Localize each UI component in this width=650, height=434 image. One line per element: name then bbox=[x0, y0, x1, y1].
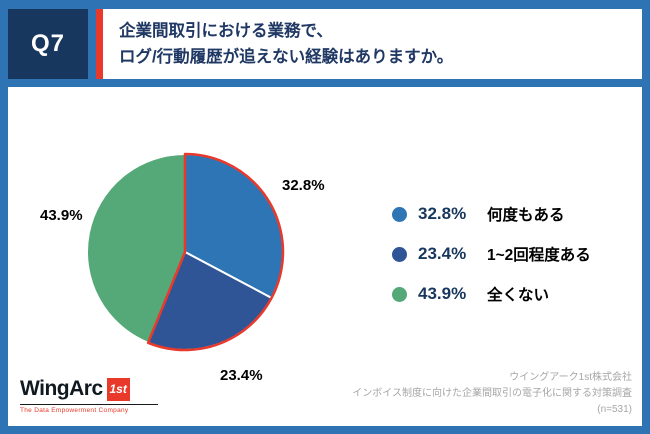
legend-label: 1~2回程度ある bbox=[487, 247, 591, 264]
legend-pct: 43.9% bbox=[418, 284, 467, 303]
question-line-2: ログ/行動履歴が追えない経験はありますか。 bbox=[119, 48, 454, 66]
legend-pct: 32.8% bbox=[418, 204, 467, 223]
pie-chart-svg bbox=[86, 152, 285, 352]
chart-card: 32.8% 23.4% 43.9% 32.8% 何度もある 23.4% 1~2回… bbox=[8, 87, 642, 426]
pie-slice-全くない bbox=[86, 153, 186, 344]
legend-pct: 23.4% bbox=[418, 244, 467, 263]
credit-survey-title: インボイス制度に向けた企業間取引の電子化に関する対策調査 bbox=[352, 388, 632, 399]
wingarc-logo: WingArc 1st The Data Empowerment Company bbox=[20, 377, 158, 414]
pie-chart bbox=[78, 145, 292, 359]
credit-company: ウイングアーク1st株式会社 bbox=[509, 372, 632, 383]
legend-dot-green bbox=[392, 286, 407, 302]
legend-dot-darkblue bbox=[392, 246, 407, 262]
highlight-outline bbox=[146, 152, 285, 352]
legend-item: 23.4% 1~2回程度ある bbox=[392, 241, 591, 267]
question-line-1: 企業間取引における業務で、 bbox=[119, 21, 333, 40]
survey-credits: ウイングアーク1st株式会社 インボイス制度に向けた企業間取引の電子化に関する対… bbox=[352, 370, 632, 418]
pie-label-slice-1: 32.8% bbox=[282, 177, 325, 194]
logo-row: WingArc 1st bbox=[20, 377, 158, 401]
legend-label: 全くない bbox=[487, 287, 550, 304]
logo-tagline: The Data Empowerment Company bbox=[20, 404, 158, 414]
legend-dot-blue bbox=[392, 206, 407, 222]
question-number-badge: Q7 bbox=[8, 9, 88, 79]
logo-1st-badge: 1st bbox=[106, 377, 130, 401]
credit-sample-size: (n=531) bbox=[597, 404, 632, 415]
pie-label-slice-3: 43.9% bbox=[40, 207, 83, 224]
question-number: Q7 bbox=[30, 30, 65, 57]
pie-label-slice-2: 23.4% bbox=[220, 367, 263, 384]
legend-item: 32.8% 何度もある bbox=[392, 201, 591, 227]
logo-wordmark: WingArc bbox=[20, 377, 103, 400]
legend: 32.8% 何度もある 23.4% 1~2回程度ある 43.9% 全くない bbox=[392, 201, 591, 307]
legend-item: 43.9% 全くない bbox=[392, 281, 591, 307]
question-box: 企業間取引における業務で、 ログ/行動履歴が追えない経験はありますか。 bbox=[96, 9, 642, 79]
legend-label: 何度もある bbox=[487, 207, 565, 224]
